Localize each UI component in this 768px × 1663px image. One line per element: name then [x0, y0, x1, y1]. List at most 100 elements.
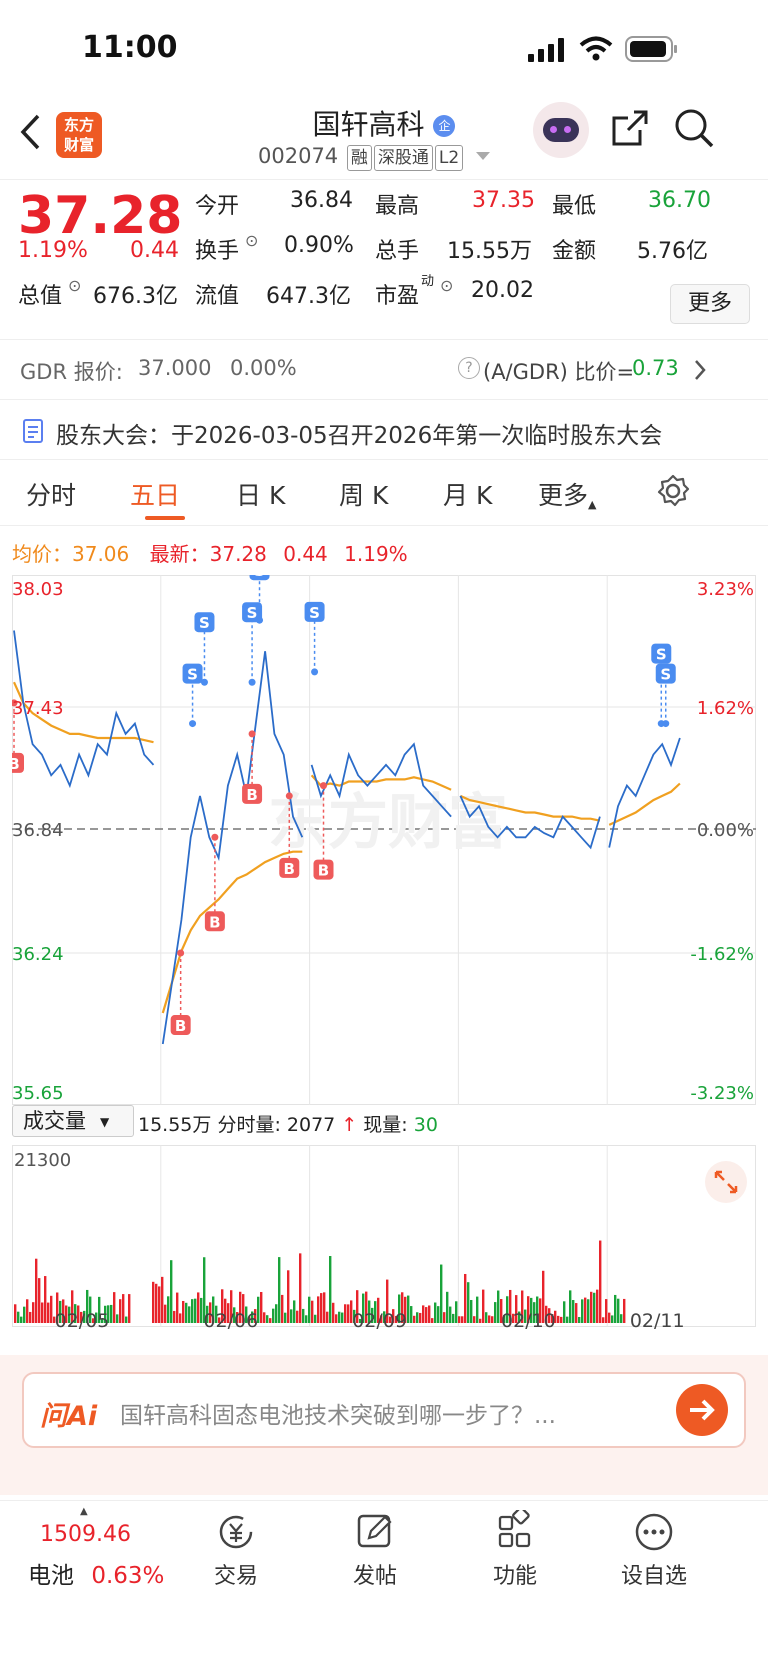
volume-bar [83, 1310, 86, 1323]
turnover-info-icon[interactable]: ⊙ [245, 231, 259, 250]
volume-bar [107, 1305, 110, 1323]
gdr-row[interactable]: GDR 报价: 37.000 0.00% ? (A/GDR) 比价= 0.73 [0, 340, 768, 400]
marker-letter: S [254, 575, 265, 580]
tab-functions[interactable]: 功能 [460, 1510, 570, 1590]
volume-bar [194, 1298, 197, 1323]
notice-row[interactable]: 股东大会：于2026-03-05召开2026年第一次临时股东大会 [0, 400, 768, 460]
volume-bar [515, 1295, 518, 1323]
tab-monthly-k[interactable]: 月 K [443, 481, 493, 510]
volume-stats: 15.55万 分时量: 2077 ↑ 现量: 30 [138, 1110, 438, 1137]
volume-chart[interactable]: 21300 02/05 02/06 02/09 02/10 02/11 [12, 1145, 756, 1330]
sell-marker: S [249, 575, 270, 624]
volume-bar [17, 1311, 20, 1323]
tab-more[interactable]: 更多▲ [538, 476, 596, 512]
tab-weekly-k[interactable]: 周 K [339, 481, 389, 510]
volume-bar [158, 1286, 161, 1323]
ai-robot-avatar[interactable] [533, 102, 589, 158]
sector-index-value[interactable]: 1509.46 [40, 1522, 131, 1547]
volume-bar [413, 1315, 416, 1323]
volume-bar [383, 1311, 386, 1323]
status-bar: 11:00 [0, 0, 768, 100]
volume-bar [458, 1316, 461, 1323]
turnover-label: 换手 [195, 239, 240, 264]
volume-bar [197, 1292, 200, 1323]
volume-bar [170, 1260, 173, 1323]
volume-bar [548, 1308, 551, 1323]
chart-info-line: 均价：37.06 最新：37.28 0.44 1.19% [12, 538, 408, 567]
volume-bar [341, 1312, 344, 1323]
marker-letter: B [284, 860, 295, 878]
search-icon[interactable] [672, 106, 716, 150]
volume-bar [32, 1302, 35, 1323]
tab-daily-k[interactable]: 日 K [236, 481, 286, 510]
volume-bar [152, 1281, 155, 1323]
tab-add-watchlist[interactable]: 设自选 [599, 1510, 709, 1590]
volume-bar [311, 1300, 314, 1323]
five-day-price-chart[interactable]: 东方财富 BBBBBBSSSSSSS 38.033.23%37.431.62%3… [12, 575, 756, 1105]
tab-post[interactable]: 发帖 [320, 1510, 430, 1590]
volume-bar [59, 1300, 62, 1323]
volume-bar [401, 1292, 404, 1323]
settings-gear-icon[interactable] [656, 474, 690, 508]
pe-info-icon[interactable]: ⊙ [440, 276, 454, 295]
volume-bar [443, 1312, 446, 1323]
collapse-caret-icon[interactable]: ▲ [80, 1506, 88, 1517]
share-icon[interactable] [610, 108, 650, 148]
volume-bar [428, 1305, 431, 1323]
marker-badge [651, 643, 672, 664]
tick-volume: 2077 [286, 1114, 336, 1136]
tab-five-day[interactable]: 五日 [130, 481, 181, 510]
buy-marker: B [242, 730, 263, 804]
volume-bar [53, 1316, 56, 1323]
volume-bar [551, 1314, 554, 1323]
info-icon[interactable]: ⊙ [68, 276, 82, 295]
volume-bar [521, 1290, 524, 1323]
gdr-label: GDR 报价: [20, 360, 123, 384]
volume-bar [377, 1297, 380, 1323]
edit-icon [357, 1514, 392, 1548]
volume-bar [431, 1318, 434, 1323]
volume-bar [236, 1312, 239, 1323]
back-arrow-icon[interactable] [18, 112, 42, 152]
avg-price-line [12, 681, 154, 744]
volume-bar [296, 1310, 299, 1323]
enterprise-badge-icon: 企 [433, 115, 456, 137]
volume-bar [302, 1308, 305, 1323]
indicator-selector[interactable]: 成交量 ▼ [12, 1105, 134, 1137]
volume-bar [332, 1302, 335, 1323]
volume-bar [527, 1296, 530, 1323]
x-axis-day-label: 02/10 [501, 1310, 556, 1330]
volume-bar [155, 1283, 158, 1323]
low-label: 最低 [552, 194, 597, 219]
volume-bar [305, 1315, 308, 1323]
tab-intraday[interactable]: 分时 [26, 481, 77, 510]
buy-marker: B [12, 699, 24, 773]
trade-icon [219, 1515, 253, 1549]
sector-index-row[interactable]: 电池 0.63% [28, 1556, 164, 1590]
volume-bar [269, 1318, 272, 1323]
y-axis-pct-label: 1.62% [697, 698, 754, 719]
volume-bar [119, 1299, 122, 1323]
volume-bar [434, 1302, 437, 1323]
volume-bar [38, 1278, 41, 1323]
help-icon[interactable]: ? [458, 357, 480, 379]
volume-bar [584, 1297, 587, 1323]
expand-icon[interactable] [705, 1161, 747, 1203]
more-quote-button[interactable]: 更多 [670, 284, 750, 324]
marker-dot [320, 782, 328, 790]
volume-bar [326, 1311, 329, 1323]
stock-code-row[interactable]: 002074 融深股通 L2 [258, 144, 490, 171]
high-label: 最高 [375, 194, 420, 219]
ai-question-bar[interactable]: 问Ai 国轩高科固态电池技术突破到哪一步了？... [22, 1372, 746, 1448]
volume-bar [518, 1311, 521, 1323]
document-icon [23, 419, 43, 443]
dropdown-icon [475, 152, 490, 160]
marker-letter: S [187, 666, 198, 684]
marker-badge [170, 1015, 191, 1036]
volume-bar [122, 1294, 125, 1323]
ai-send-button[interactable] [676, 1384, 728, 1436]
volume-bar [50, 1295, 53, 1323]
buy-marker: B [204, 833, 225, 932]
up-arrow-icon: ↑ [341, 1114, 358, 1136]
tab-trade[interactable]: 交易 [181, 1510, 291, 1590]
